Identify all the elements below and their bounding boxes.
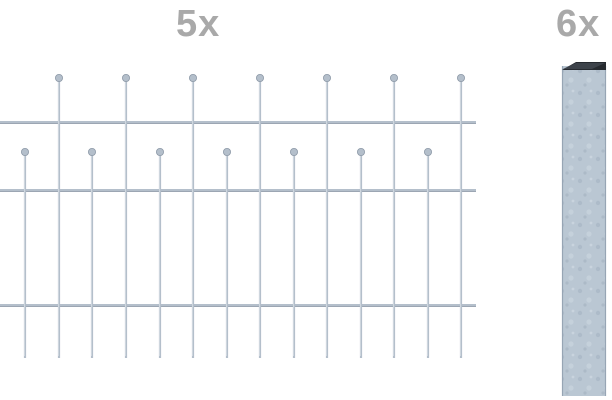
fence-bar-finial — [356, 147, 365, 156]
fence-bar-finial — [456, 74, 465, 83]
fence-post-body — [562, 66, 606, 396]
fence-bar-finial — [155, 147, 164, 156]
fence-bar-finial — [88, 147, 97, 156]
fence-post — [561, 62, 607, 396]
fence-panel-quantity-label: 5x — [176, 3, 221, 45]
fence-post-cap-top — [563, 63, 605, 69]
fence-bar-finial — [222, 147, 231, 156]
fence-bar-finial — [55, 74, 64, 83]
fence-bar-finial — [389, 74, 398, 83]
fence-panel — [0, 74, 476, 358]
fence-bar-finial — [122, 74, 131, 83]
fence-bar-finial — [20, 147, 29, 156]
fence-bar-finial — [289, 147, 298, 156]
fence-panel-bars — [20, 74, 465, 358]
fence-bar-finial — [188, 74, 197, 83]
fence-bar-finial — [322, 74, 331, 83]
fence-panel-rails — [0, 121, 476, 307]
fence-bar-finial — [423, 147, 432, 156]
fence-post-quantity-label: 6x — [556, 3, 601, 45]
fence-bar-finial — [255, 74, 264, 83]
